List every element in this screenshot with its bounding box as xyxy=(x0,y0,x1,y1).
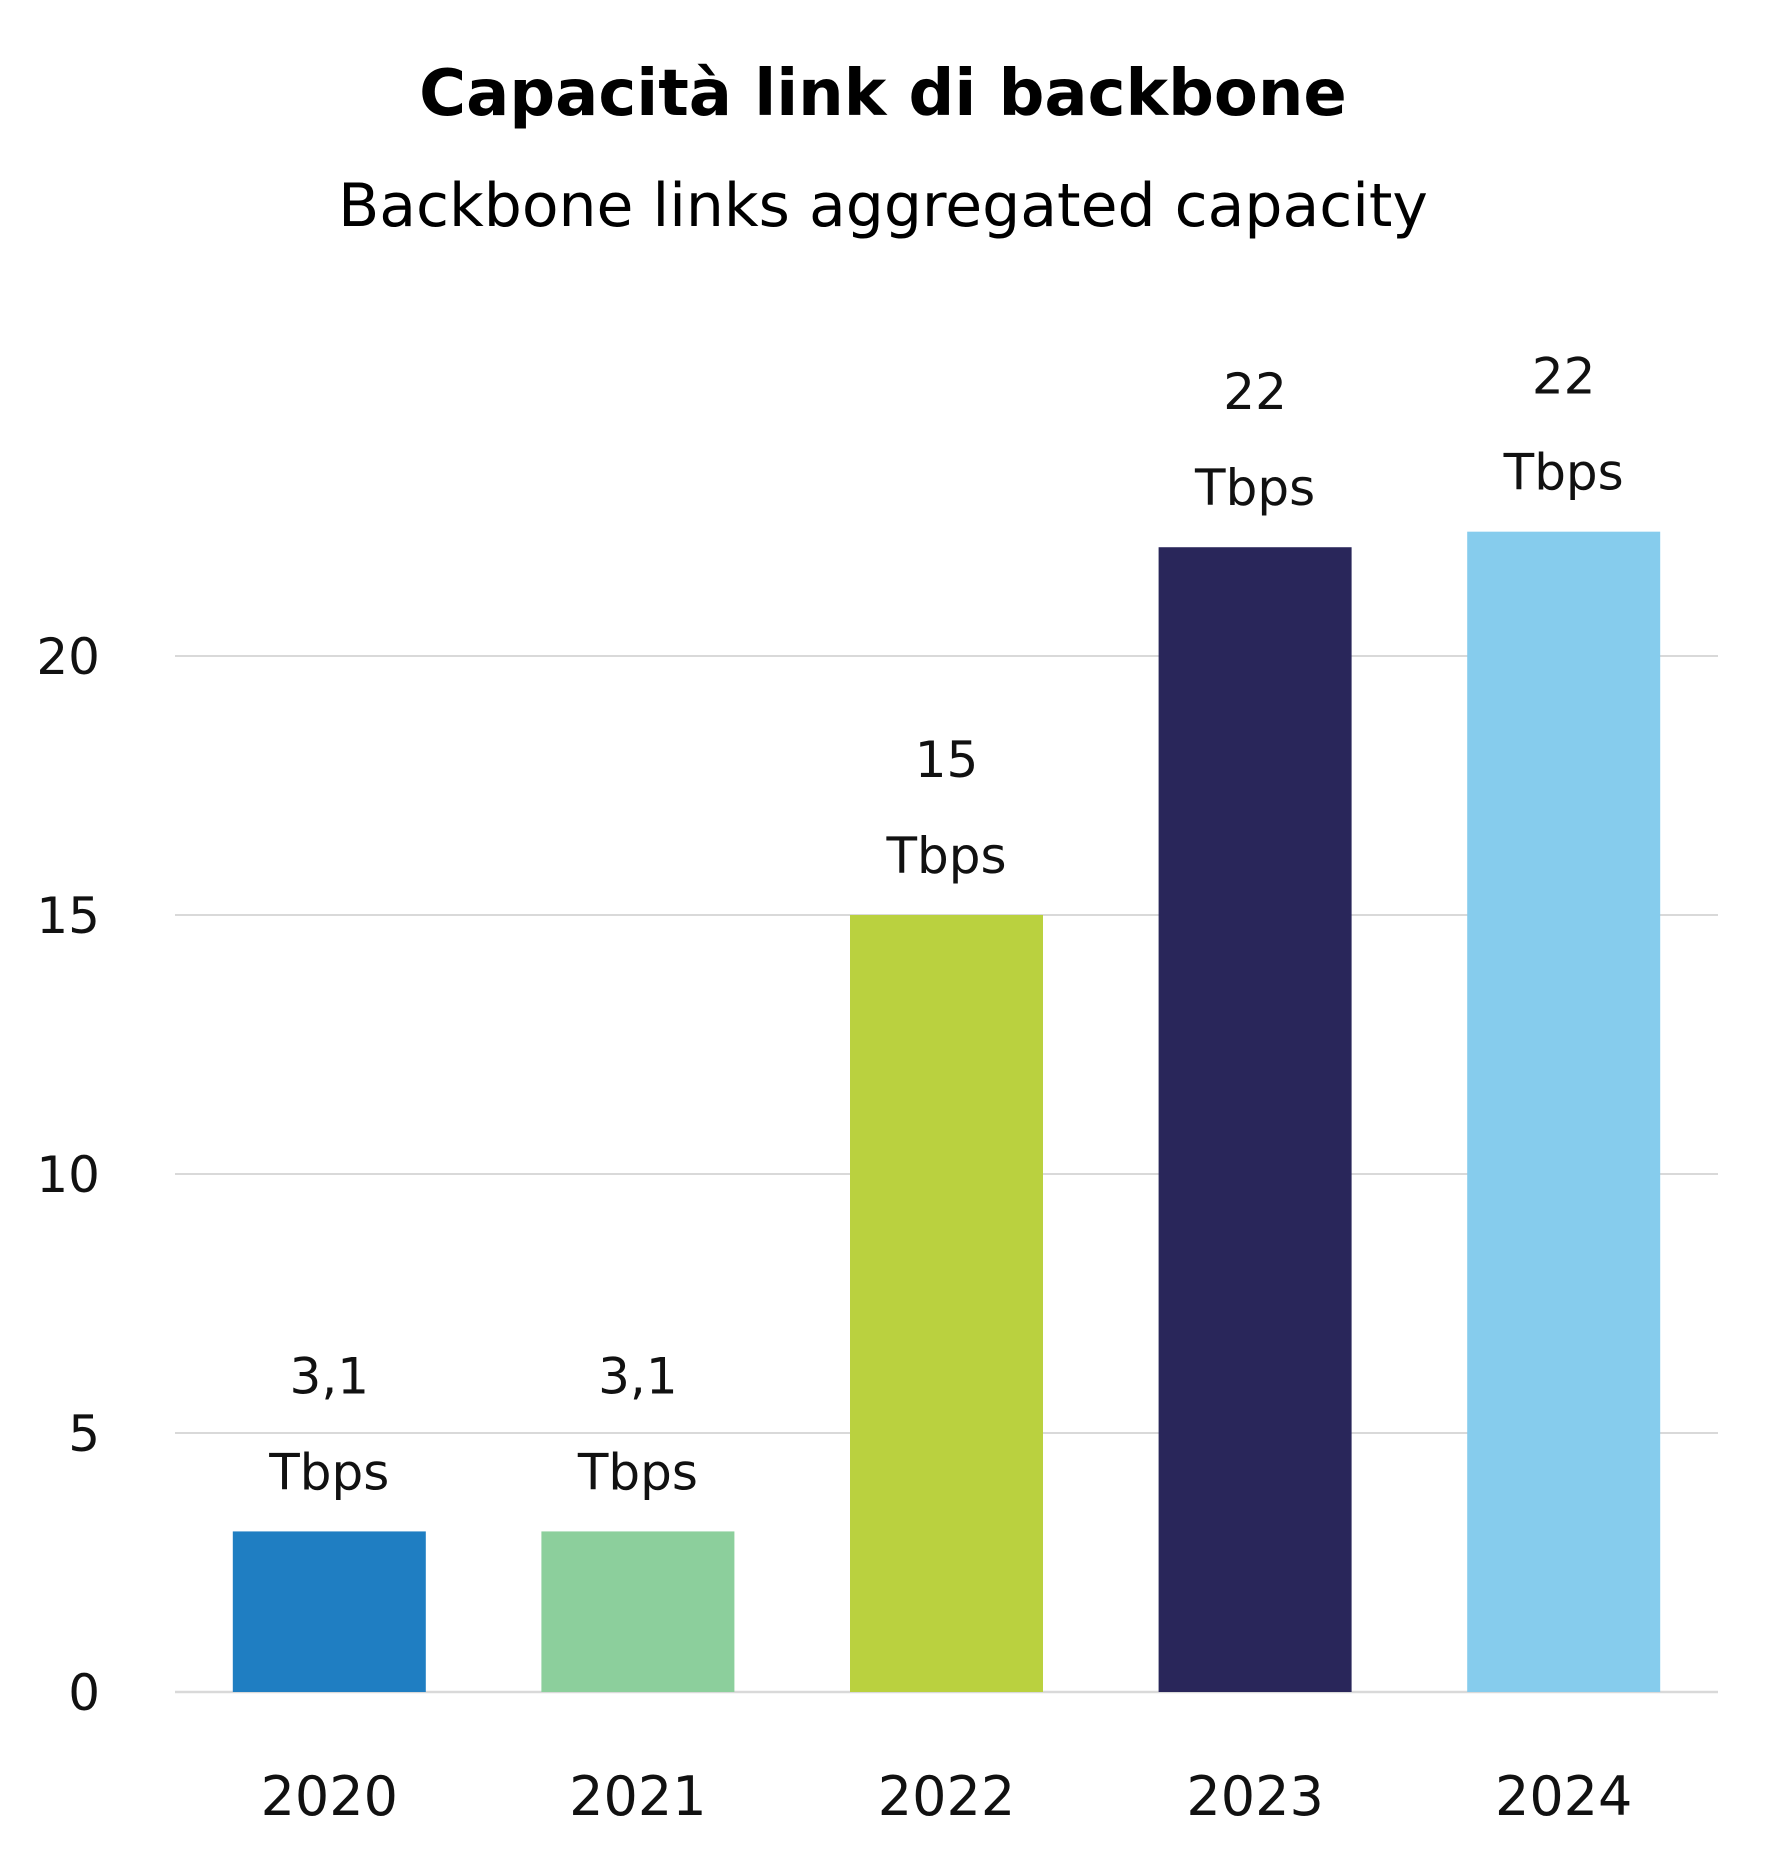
x-tick-label: 2024 xyxy=(1495,1765,1632,1828)
data-label-unit: Tbps xyxy=(885,827,1006,885)
x-tick-label: 2022 xyxy=(878,1765,1015,1828)
data-label-value: 15 xyxy=(915,731,979,789)
data-label-unit: Tbps xyxy=(577,1443,698,1501)
chart-title: Capacità link di backbone xyxy=(419,57,1347,131)
chart-subtitle: Backbone links aggregated capacity xyxy=(338,171,1428,241)
y-axis: 0 5 10 15 20 xyxy=(36,628,100,1722)
x-axis: 2020 2021 2022 2023 2024 xyxy=(261,1765,1633,1828)
x-tick-label: 2020 xyxy=(261,1765,398,1828)
data-label-unit: Tbps xyxy=(1503,444,1624,502)
data-label-value: 3,1 xyxy=(290,1347,370,1405)
bars xyxy=(232,531,1661,1693)
y-tick-label: 20 xyxy=(36,628,100,686)
y-tick-label: 5 xyxy=(68,1405,100,1463)
data-label-unit: Tbps xyxy=(268,1443,389,1501)
data-label-value: 22 xyxy=(1532,348,1596,406)
y-tick-label: 0 xyxy=(68,1664,100,1722)
y-tick-label: 15 xyxy=(36,887,100,945)
x-tick-label: 2021 xyxy=(569,1765,706,1828)
data-label-value: 22 xyxy=(1223,363,1287,421)
data-label-value: 3,1 xyxy=(598,1347,678,1405)
bar-2024 xyxy=(1467,531,1661,1693)
data-labels: 3,1 Tbps 3,1 Tbps 15 Tbps 22 Tbps 22 Tbps xyxy=(268,348,1623,1502)
bar-2022 xyxy=(850,915,1043,1692)
x-tick-label: 2023 xyxy=(1186,1765,1323,1828)
y-tick-label: 10 xyxy=(36,1146,100,1204)
data-label-unit: Tbps xyxy=(1194,459,1315,517)
bar-2023 xyxy=(1158,547,1352,1692)
bar-2020 xyxy=(232,1531,426,1692)
bar-2021 xyxy=(541,1531,735,1692)
